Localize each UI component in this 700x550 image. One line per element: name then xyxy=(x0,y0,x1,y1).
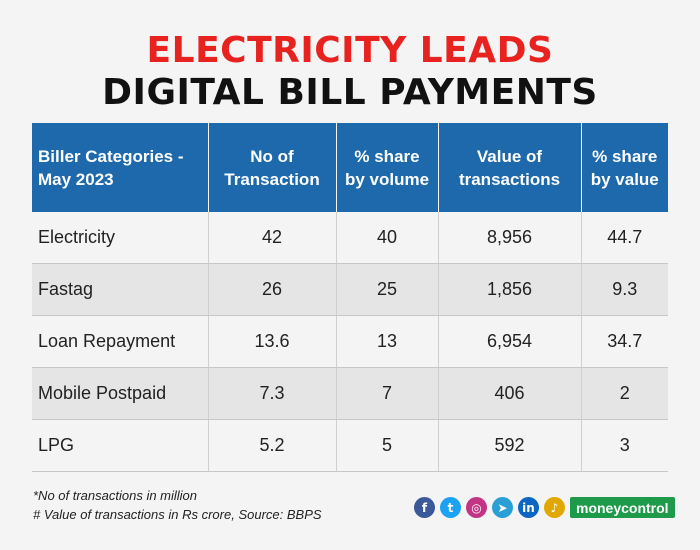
table-header-row: Biller Categories - May 2023 No of Trans… xyxy=(32,123,668,212)
column-header: % share by volume xyxy=(336,123,438,212)
column-header: Value of transactions xyxy=(438,123,581,212)
social-icons: f t ◎ ➤ in ♪ xyxy=(414,497,565,518)
cell-transactions: 5.2 xyxy=(208,420,336,472)
column-header: Biller Categories - May 2023 xyxy=(32,123,208,212)
table-row: Fastag 26 25 1,856 9.3 xyxy=(32,264,668,316)
column-header: % share by value xyxy=(581,123,668,212)
cell-transactions: 42 xyxy=(208,212,336,264)
facebook-icon[interactable]: f xyxy=(414,497,435,518)
cell-share-value: 34.7 xyxy=(581,316,668,368)
instagram-icon[interactable]: ◎ xyxy=(466,497,487,518)
linkedin-icon[interactable]: in xyxy=(518,497,539,518)
twitter-icon[interactable]: t xyxy=(440,497,461,518)
cell-share-value: 9.3 xyxy=(581,264,668,316)
cell-transactions: 7.3 xyxy=(208,368,336,420)
moneycontrol-logo: moneycontrol xyxy=(570,497,675,518)
footnote-transactions: *No of transactions in million xyxy=(33,486,322,505)
cell-transactions: 26 xyxy=(208,264,336,316)
cell-category: Fastag xyxy=(32,264,208,316)
cell-value: 6,954 xyxy=(438,316,581,368)
cell-share-volume: 5 xyxy=(336,420,438,472)
title-line-1: ELECTRICITY LEADS xyxy=(0,30,700,71)
footnotes: *No of transactions in million # Value o… xyxy=(33,486,322,524)
footnote-value-source: # Value of transactions in Rs crore, Sou… xyxy=(33,505,322,524)
cell-share-volume: 25 xyxy=(336,264,438,316)
cell-value: 8,956 xyxy=(438,212,581,264)
title-line-2: DIGITAL BILL PAYMENTS xyxy=(0,72,700,113)
column-header: No of Transaction xyxy=(208,123,336,212)
table-row: Loan Repayment 13.6 13 6,954 34.7 xyxy=(32,316,668,368)
cell-category: LPG xyxy=(32,420,208,472)
telegram-icon[interactable]: ➤ xyxy=(492,497,513,518)
cell-value: 1,856 xyxy=(438,264,581,316)
cell-value: 406 xyxy=(438,368,581,420)
podcast-icon[interactable]: ♪ xyxy=(544,497,565,518)
cell-category: Electricity xyxy=(32,212,208,264)
cell-category: Mobile Postpaid xyxy=(32,368,208,420)
cell-share-value: 44.7 xyxy=(581,212,668,264)
cell-share-volume: 7 xyxy=(336,368,438,420)
table-row: Electricity 42 40 8,956 44.7 xyxy=(32,212,668,264)
cell-share-value: 2 xyxy=(581,368,668,420)
cell-transactions: 13.6 xyxy=(208,316,336,368)
table-row: LPG 5.2 5 592 3 xyxy=(32,420,668,472)
data-table: Biller Categories - May 2023 No of Trans… xyxy=(32,123,668,472)
cell-share-volume: 40 xyxy=(336,212,438,264)
cell-share-volume: 13 xyxy=(336,316,438,368)
cell-value: 592 xyxy=(438,420,581,472)
table-row: Mobile Postpaid 7.3 7 406 2 xyxy=(32,368,668,420)
cell-category: Loan Repayment xyxy=(32,316,208,368)
cell-share-value: 3 xyxy=(581,420,668,472)
